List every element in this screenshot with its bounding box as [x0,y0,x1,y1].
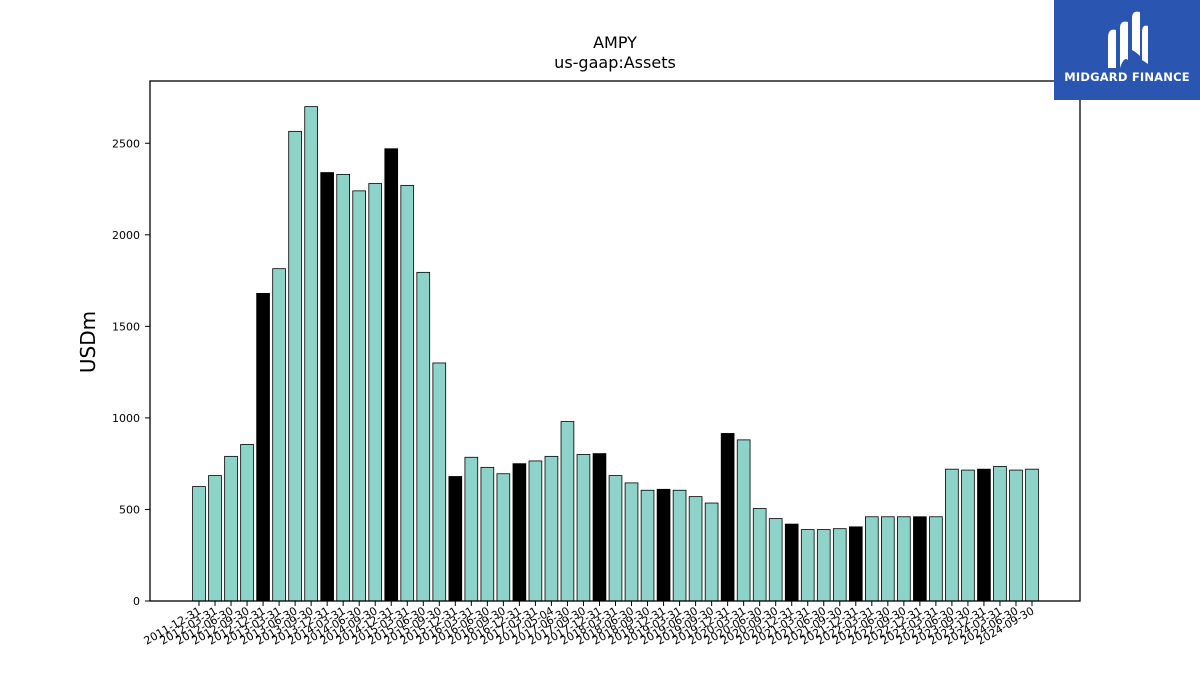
bar-2022-06-30 [881,516,895,602]
bar-2012-06-30 [224,455,238,602]
bar-2017-03-31 [528,460,543,602]
bar-2017-09-30 [576,454,591,602]
bar-2013-06-30 [288,130,302,602]
plot-frame [149,80,1081,602]
bar-2017-06-30 [560,421,575,602]
bar-2020-03-31 [736,439,751,602]
bar-2012-12-31 [256,292,270,602]
y-tick-label: 500 [119,503,140,516]
bar-2021-06-30 [816,529,831,602]
bar-2024-06-30 [1009,469,1023,602]
bar-2024-03-31 [993,466,1007,602]
bar-2016-03-31 [464,456,479,602]
midgard-logo-icon [1108,11,1148,68]
bar-2012-09-30 [240,444,254,602]
bar-2019-03-31 [672,489,687,602]
chart-title: AMPY [593,33,637,52]
bar-2019-12-31 [720,433,735,602]
bar-2020-09-30 [768,518,783,602]
bar-2014-09-30 [368,183,383,602]
brand-logo: MIDGARD FINANCE [1054,0,1200,100]
bar-2023-12-31 [977,468,991,602]
bar-2021-09-30 [832,528,847,602]
bar-2011-12-31 [192,486,206,602]
y-axis-ticks: 0 500 1000 1500 2000 2500 [112,137,150,608]
bar-2015-06-30 [416,271,431,602]
bar-2018-03-31 [608,475,623,602]
bar-2022-09-30 [897,516,911,602]
y-axis-label: USDm [76,311,100,373]
x-axis-ticks: 2011-12-312012-03-312012-06-302012-09-30… [142,601,1037,648]
y-tick-label: 1500 [112,320,140,333]
bar-2015-09-30 [432,362,447,602]
logo-text: MIDGARD FINANCE [1064,70,1190,84]
bar-2020-12-31 [784,523,799,602]
bar-2022-12-31 [913,516,927,602]
bar-2013-03-31 [272,268,286,602]
bar-2017-12-31 [592,453,607,602]
bar-2023-03-31 [929,516,943,602]
bar-2018-12-31 [656,488,671,602]
bar-2023-09-30 [961,469,975,602]
bar-2016-06-30 [480,466,495,602]
y-tick-label: 2500 [112,137,140,150]
bar-2023-06-30 [945,468,959,602]
y-tick-label: 1000 [112,412,140,425]
y-tick-label: 2000 [112,229,140,242]
bar-2019-09-30 [704,502,719,602]
bar-2014-03-31 [336,173,350,602]
bar-2014-12-31 [384,148,399,602]
bar-2013-12-31 [320,172,334,602]
bar-2019-06-30 [688,496,703,602]
chart-subtitle: us-gaap:Assets [554,53,676,72]
bar-2012-03-31 [208,475,222,602]
bar-2022-03-31 [865,516,879,602]
bar-2014-06-30 [352,190,366,602]
bar-2018-09-30 [640,489,655,602]
bar-2016-09-30 [496,473,511,602]
bar-2016-12-31 [512,463,527,602]
bar-2013-09-30 [304,106,318,602]
bars-group [192,106,1039,602]
bar-2015-03-31 [400,184,415,602]
bar-2021-03-31 [800,529,815,602]
bar-2015-12-31 [448,476,463,602]
bar-2024-09-30 [1025,468,1039,602]
bar-2021-12-31 [848,526,863,602]
bar-2017-05-04 [544,455,559,602]
bar-2020-06-30 [752,508,767,602]
y-tick-label: 0 [133,595,140,608]
bar-2018-06-30 [624,482,639,602]
